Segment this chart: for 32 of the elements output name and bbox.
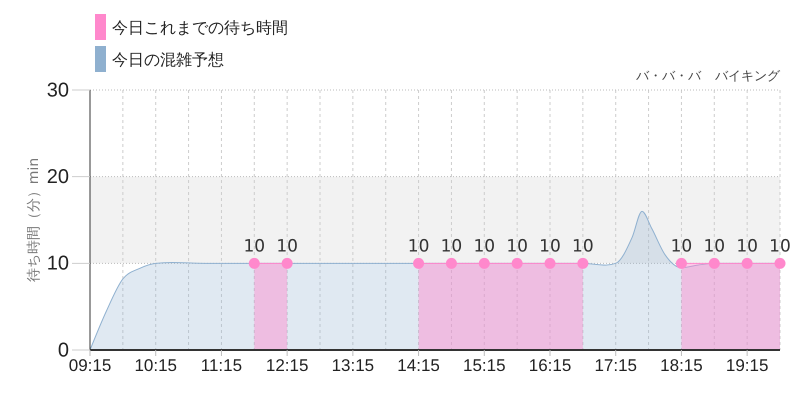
data-label: 10	[736, 236, 758, 256]
data-label: 10	[243, 236, 266, 256]
data-label: 10	[670, 236, 692, 256]
x-tick-label: 13:15	[332, 356, 374, 376]
x-tick-label: 09:15	[68, 356, 112, 376]
data-label: 10	[473, 236, 496, 256]
x-tick-label: 10:15	[134, 356, 177, 376]
x-tick-label: 14:15	[397, 356, 440, 376]
x-tick-label: 16:15	[528, 356, 572, 376]
y-axis-title: 待ち時間（分）min	[26, 158, 42, 282]
data-label: 10	[276, 236, 298, 256]
data-label: 10	[408, 236, 430, 256]
x-tick-label: 15:15	[463, 356, 506, 376]
x-tick-label: 19:15	[726, 356, 768, 376]
x-tick-label: 12:15	[266, 356, 308, 376]
y-tick-label: 20	[46, 166, 69, 188]
legend-label: 今日これまでの待ち時間	[112, 18, 288, 37]
y-tick-label: 0	[58, 339, 69, 362]
data-label: 10	[539, 236, 561, 256]
y-tick-label: 10	[46, 252, 69, 275]
x-tick-label: 11:15	[200, 356, 242, 376]
legend-label: 今日の混雑予想	[112, 50, 224, 69]
y-tick-label: 30	[46, 79, 69, 102]
data-label: 10	[769, 236, 791, 256]
text: バイキング	[714, 69, 781, 84]
data-label: 10	[572, 236, 594, 256]
x-tick-label: 18:15	[660, 356, 703, 376]
x-tick-label: 17:15	[594, 356, 637, 376]
data-label: 10	[506, 236, 528, 256]
text: バ・バ・バ	[635, 69, 702, 84]
data-label: 10	[440, 236, 462, 256]
data-label: 10	[703, 236, 726, 256]
